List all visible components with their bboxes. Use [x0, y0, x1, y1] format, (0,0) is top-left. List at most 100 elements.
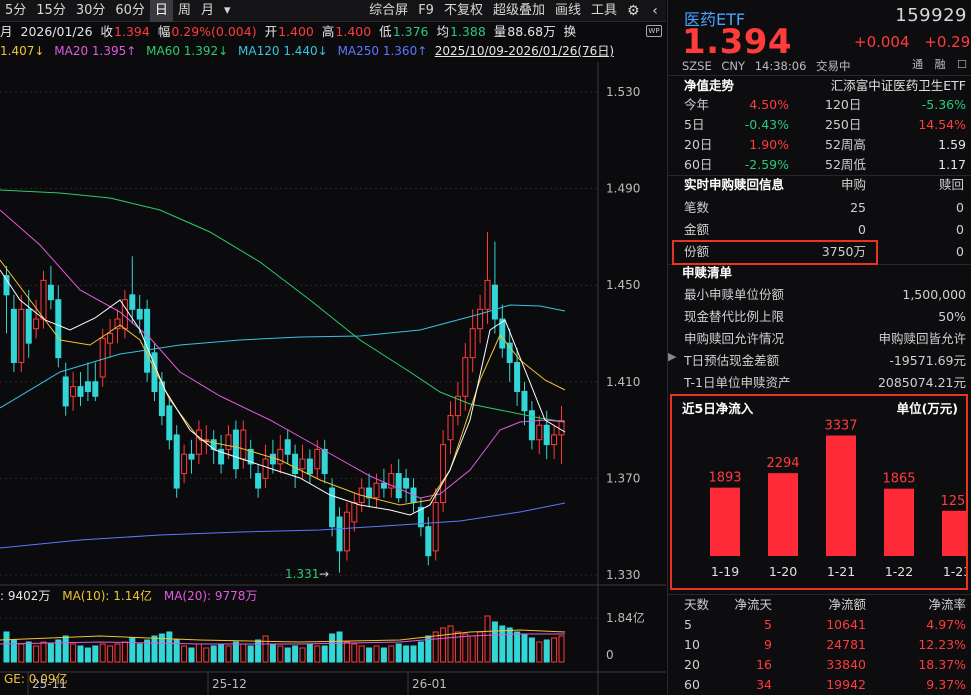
candle-body — [491, 284, 498, 320]
amp-value: 0.29%(0.004) — [171, 24, 257, 39]
volume-bar — [536, 641, 543, 663]
col-buy: 申购 — [840, 177, 866, 192]
table-row: 20 16 33840 18.37% — [668, 655, 971, 674]
chevron-left-icon[interactable]: ‹ — [652, 2, 658, 19]
table-cell: 20 — [684, 657, 700, 672]
ma5-value: 1.407↓ — [0, 44, 45, 58]
inflow-date: 1-23 — [943, 564, 966, 579]
volume-bar — [18, 643, 25, 663]
table-cell: 10641 — [826, 617, 866, 632]
perf-value: 4.50% — [749, 97, 789, 112]
table-head-cell: 净流率 — [928, 597, 966, 612]
flag-box-icon[interactable]: ☐ — [957, 58, 967, 71]
candle-body — [380, 482, 387, 489]
perf-value: 1.59 — [938, 137, 966, 152]
candle-body — [499, 318, 506, 349]
expand-arrow-icon[interactable]: ▶ — [668, 350, 677, 363]
volume-bar — [388, 645, 395, 663]
inflow-bar — [826, 435, 856, 556]
period-tab[interactable]: 30分 — [75, 2, 106, 18]
candle-body — [551, 434, 558, 446]
volume-bar — [269, 643, 276, 663]
period-tab[interactable]: 15分 — [36, 2, 66, 18]
net-inflow-box: 近5日净流入 单位(万元) 1893 1-19 2294 1-20 3337 1-21 18… — [670, 394, 968, 590]
toolbar-item[interactable]: 画线 — [554, 2, 581, 18]
volume-bar — [218, 643, 225, 663]
ma250-value: MA250 1.360↑ — [337, 44, 428, 58]
candle-body — [107, 333, 114, 344]
date-range[interactable]: 2025/10/09-2026/01/26(76日) — [434, 44, 614, 58]
gear-icon[interactable]: ⚙ — [627, 2, 640, 19]
volume-bar — [70, 643, 77, 663]
period-tab[interactable]: 日 — [149, 0, 173, 22]
period-toolbar: 5分 15分 30分 60分日周月 ▾ 综合屏 F9 不复权 超级叠加 画线 工具 ⚙ ‹ — [0, 0, 666, 22]
volume-bar — [351, 643, 358, 663]
period-tab[interactable]: ▾ — [223, 2, 231, 18]
change-value: +0.004 — [854, 33, 910, 51]
volume-bar — [247, 645, 254, 663]
y-tick: 1.490 — [606, 182, 640, 196]
vol-ma10-line — [0, 629, 566, 643]
volume-bar — [395, 643, 402, 663]
list-value: 1,500,000 — [902, 287, 966, 302]
inflow-date: 1-22 — [885, 564, 913, 579]
x-tick: 25-12 — [212, 677, 247, 691]
candle-body — [166, 405, 173, 441]
toolbar-item[interactable]: 超级叠加 — [492, 2, 545, 18]
kline-chart[interactable]: 1.530 1.490 1.450 1.410 1.370 1.330 1.331 → 1.84… — [0, 62, 666, 695]
toolbar-item[interactable]: 工具 — [590, 2, 617, 18]
period-tab[interactable]: 月 — [200, 2, 214, 18]
realtime-label: 笔数 — [684, 200, 710, 215]
volume-bar — [343, 641, 350, 663]
fund-code: 159929 — [895, 5, 967, 26]
fund-title[interactable]: 医药ETF — [684, 10, 746, 29]
period-tab[interactable]: 周 — [177, 2, 191, 18]
divider — [668, 594, 971, 595]
toolbar-item[interactable]: 综合屏 — [369, 2, 409, 18]
list-row: T日预估现金差额 -19571.69元 — [668, 351, 971, 371]
volume-bar — [166, 631, 173, 663]
divider — [668, 75, 971, 76]
inflow-bar — [884, 488, 914, 556]
toolbar-item[interactable]: F9 — [418, 2, 434, 18]
candle-body — [232, 429, 239, 470]
volume-bar — [210, 645, 217, 663]
volume-bar — [107, 645, 114, 663]
realtime-redeem: 0 — [956, 244, 964, 259]
flag-rong: 融 — [934, 58, 946, 71]
table-cell: 19942 — [826, 677, 866, 692]
candle-body — [151, 352, 158, 392]
table-head-cell: 净流天 — [734, 597, 772, 612]
perf-label: 20日 — [684, 137, 713, 152]
net-inflow-chart: 1893 1-19 2294 1-20 3337 1-21 1865 1-22 1252 1-23 — [708, 418, 966, 579]
volume-bar — [506, 627, 513, 663]
volume-bar — [10, 639, 17, 663]
volume-bar — [292, 645, 299, 663]
candle-body — [47, 284, 54, 301]
open-value: 1.400 — [278, 24, 314, 39]
candle-body — [10, 308, 17, 363]
divider — [668, 175, 971, 176]
list-value: 50% — [938, 309, 966, 324]
table-cell: 33840 — [826, 657, 866, 672]
ma20-line — [0, 209, 566, 499]
realtime-row: 笔数 25 0 — [668, 198, 971, 218]
table-cell: 34 — [756, 677, 772, 692]
volume-bar — [528, 637, 535, 663]
volume-bar — [425, 635, 432, 663]
candle-body — [306, 458, 313, 475]
volume-bar — [225, 645, 232, 663]
volume-bar — [366, 647, 373, 663]
wp-icon[interactable]: WP — [646, 25, 662, 37]
volume-bar — [336, 631, 343, 663]
period-tab[interactable]: 60分 — [115, 2, 145, 18]
ma10-line — [0, 259, 566, 506]
vol-ma20-line — [0, 633, 565, 645]
period-tab[interactable]: 5分 — [5, 2, 27, 18]
inflow-value: 1893 — [708, 471, 741, 486]
perf-value: 14.54% — [918, 117, 966, 132]
candle-body — [528, 410, 535, 441]
candle-body — [188, 453, 195, 460]
nav-header[interactable]: 净值走势 汇添富中证医药卫生ETF — [668, 76, 971, 96]
toolbar-item[interactable]: 不复权 — [443, 2, 483, 18]
